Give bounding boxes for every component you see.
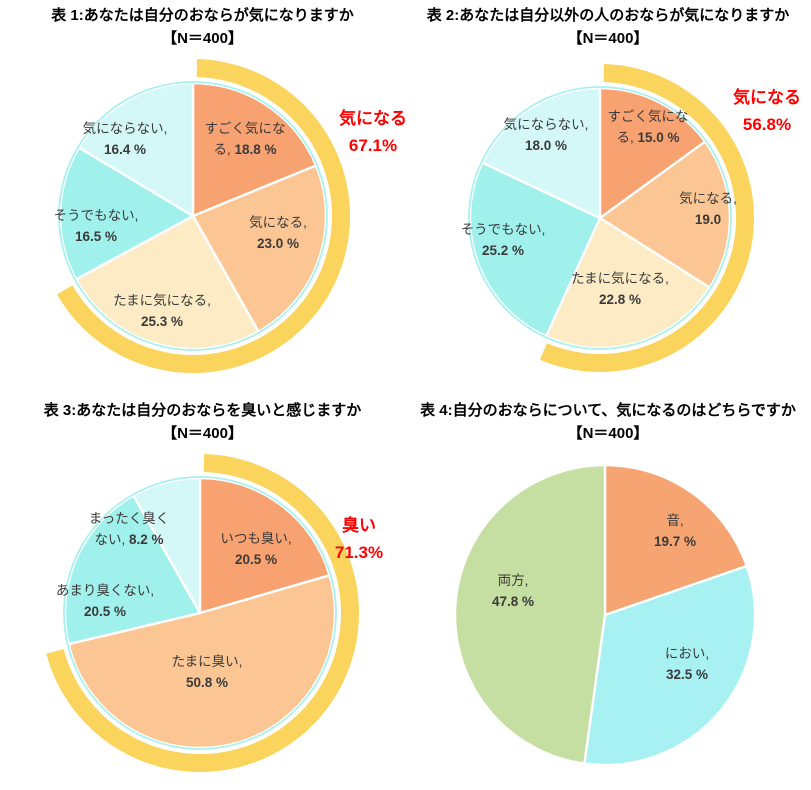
chart-2-title: 表 2:あなたは自分以外の人のおならが気になりますか 【N＝400】 — [405, 5, 811, 50]
chart-1-own-fart-concern: 表 1:あなたは自分のおならが気になりますか 【N＝400】 すごく気にな る, … — [0, 0, 407, 395]
chart-4-pie-plot: 音, 19.7 % におい, 32.5 % 両方, 47.8 % — [405, 395, 810, 790]
pie-slice-1 — [198, 476, 331, 615]
pie-svg — [46, 454, 359, 772]
highlight-annotation: 気になる 56.8% — [733, 87, 801, 134]
pie-slice-1 — [598, 86, 707, 220]
pie-slice-2 — [598, 140, 732, 289]
slice-label-2: 気になる, 19.0 — [679, 191, 737, 227]
pie-slice-2 — [67, 574, 337, 750]
pie-slice-5 — [481, 86, 602, 220]
slice-label-3: たまに気になる, 22.8 % — [571, 271, 669, 307]
chart-1-pie-plot: すごく気にな る, 18.8 % 気になる, 23.0 % たまに気になる, 25.3 %… — [0, 0, 407, 395]
pie-slice-3 — [453, 463, 607, 765]
pie-slice-3 — [63, 494, 202, 646]
pie-rim — [468, 86, 732, 350]
slice-label-2: 気になる, 23.0 % — [249, 215, 307, 251]
slice-label-3: 両方, 47.8 % — [491, 573, 535, 609]
slice-label-1: すごく気にな る, 15.0 % — [607, 109, 689, 145]
slice-label-1: すごく気にな る, 18.8 % — [204, 121, 286, 157]
chart-4-title: 表 4:自分のおならについて、気になるのはどちらですか 【N＝400】 — [405, 400, 811, 445]
chart-2-others-fart-concern: 表 2:あなたは自分以外の人のおならが気になりますか 【N＝400】 すごく気に… — [405, 0, 811, 395]
slice-label-1: 音, 19.7 % — [653, 513, 697, 549]
chart-1-title-text: 表 1:あなたは自分のおならが気になりますか — [51, 7, 354, 24]
slice-label-2: たまに臭い, 50.8 % — [171, 654, 243, 690]
chart-1-n-label: 【N＝400】 — [162, 29, 243, 47]
slice-label-2: におい, 32.5 % — [664, 646, 710, 682]
slice-label-5: 気にならない, 18.0 % — [503, 117, 589, 153]
pie-rim — [63, 476, 337, 750]
pie-svg — [453, 463, 757, 767]
pie-svg — [468, 64, 754, 373]
chart-4-n-label: 【N＝400】 — [567, 424, 649, 442]
chart-2-pie-plot: すごく気にな る, 15.0 % 気になる, 19.0 たまに気になる, 22.8 % そう… — [405, 0, 810, 395]
pie-slice-4 — [468, 161, 602, 338]
chart-3-n-label: 【N＝400】 — [162, 424, 243, 442]
chart-3-title-text: 表 3:あなたは自分のおならを臭いと感じますか — [43, 402, 362, 419]
slice-label-4: まったく臭く ない, 8.2 % — [88, 511, 170, 547]
pie-slice-4 — [132, 476, 202, 615]
chart-2-n-label: 【N＝400】 — [567, 29, 649, 47]
slice-label-3: あまり臭くない, 20.5 % — [55, 583, 155, 619]
chart-1-title: 表 1:あなたは自分のおならが気になりますか 【N＝400】 — [0, 5, 405, 50]
slice-label-3: たまに気になる, 25.3 % — [113, 293, 211, 329]
pie-slice-3 — [74, 214, 260, 351]
pie-svg — [56, 59, 351, 374]
chart-4-sound-or-smell: 表 4:自分のおならについて、気になるのはどちらですか 【N＝400】 音, 19… — [405, 395, 811, 790]
chart-4-title-text: 表 4:自分のおならについて、気になるのはどちらですか — [420, 402, 796, 419]
chart-2-title-text: 表 2:あなたは自分以外の人のおならが気になりますか — [426, 7, 790, 24]
slice-label-4: そうでもない, 25.2 % — [460, 222, 546, 258]
slice-label-1: いつも臭い, 20.5 % — [220, 531, 292, 567]
pie-slice-1 — [191, 81, 318, 218]
chart-3-pie-plot: いつも臭い, 20.5 % たまに臭い, 50.8 % あまり臭くない, 20.5 % まっ… — [0, 395, 405, 790]
pie-slice-2 — [191, 164, 328, 333]
slice-label-5: 気にならない, 16.4 % — [82, 121, 168, 157]
chart-3-title: 表 3:あなたは自分のおならを臭いと感じますか 【N＝400】 — [0, 400, 405, 445]
pie-slice-2 — [583, 564, 757, 767]
pie-rim — [58, 81, 328, 351]
pie-slice-4 — [58, 146, 195, 281]
chart-3-own-fart-smell: 表 3:あなたは自分のおならを臭いと感じますか 【N＝400】 いつも臭い, 20… — [0, 395, 405, 790]
pie-slice-3 — [544, 216, 711, 350]
highlight-annotation: 気になる 67.1% — [339, 108, 407, 155]
highlight-annotation: 臭い 71.3% — [334, 515, 384, 562]
slice-label-4: そうでもない, 16.5 % — [53, 208, 139, 244]
pie-slice-5 — [77, 81, 195, 218]
